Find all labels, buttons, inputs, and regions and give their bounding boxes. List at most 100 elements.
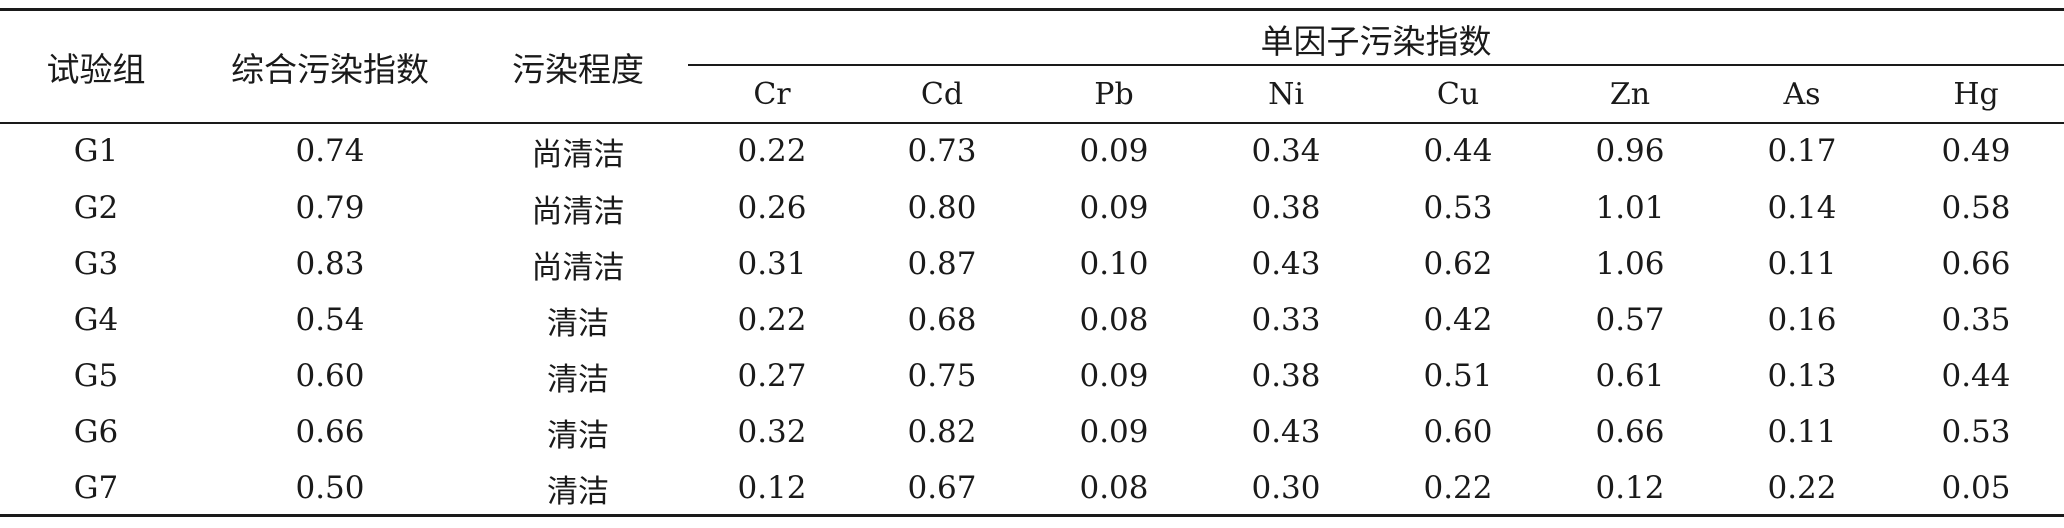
cell-group: G5 [73, 358, 119, 394]
cell-hg: 0.58 [1941, 190, 2011, 226]
header-element-ni: Ni [1268, 76, 1304, 112]
header-element-cr: Cr [753, 76, 791, 112]
header-sub-rule [688, 64, 2064, 66]
cell-cu: 0.53 [1423, 190, 1493, 226]
cell-ni: 0.38 [1251, 358, 1321, 394]
cell-pb: 0.09 [1079, 414, 1149, 450]
cell-pollution-level: 尚清洁 [531, 136, 625, 173]
table-body: G1 0.74 尚清洁 0.22 0.73 0.09 0.34 0.44 0.96 0.17 0.4… [0, 122, 2064, 516]
cell-zn: 0.61 [1595, 358, 1665, 394]
cell-cu: 0.22 [1423, 470, 1493, 506]
cell-composite-index: 0.83 [295, 246, 365, 282]
cell-cd: 0.75 [907, 358, 977, 394]
cell-as: 0.22 [1767, 470, 1837, 506]
cell-cd: 0.87 [907, 246, 977, 282]
cell-cr: 0.26 [737, 190, 807, 226]
cell-as: 0.17 [1767, 133, 1837, 169]
cell-hg: 0.53 [1941, 414, 2011, 450]
cell-pollution-level: 尚清洁 [531, 249, 625, 286]
pollution-index-table: 试验组 综合污染指数 污染程度 单因子污染指数 Cr Cd Pb Ni Cu Z… [0, 11, 2064, 516]
cell-cu: 0.62 [1423, 246, 1493, 282]
cell-zn: 0.12 [1595, 470, 1665, 506]
header-pollution-level: 污染程度 [512, 49, 644, 89]
cell-ni: 0.43 [1251, 414, 1321, 450]
cell-composite-index: 0.54 [295, 302, 365, 338]
cell-zn: 1.06 [1595, 246, 1665, 282]
cell-cd: 0.80 [907, 190, 977, 226]
header-composite-index: 综合污染指数 [231, 49, 429, 89]
cell-composite-index: 0.50 [295, 470, 365, 506]
cell-composite-index: 0.60 [295, 358, 365, 394]
cell-ni: 0.33 [1251, 302, 1321, 338]
cell-composite-index: 0.74 [295, 133, 365, 169]
header-element-cu: Cu [1436, 76, 1480, 112]
cell-cr: 0.31 [737, 246, 807, 282]
cell-group: G1 [73, 133, 119, 169]
cell-as: 0.13 [1767, 358, 1837, 394]
cell-hg: 0.66 [1941, 246, 2011, 282]
cell-group: G4 [73, 302, 119, 338]
cell-as: 0.11 [1767, 414, 1837, 450]
cell-cd: 0.68 [907, 302, 977, 338]
cell-hg: 0.44 [1941, 358, 2011, 394]
cell-cd: 0.82 [907, 414, 977, 450]
cell-composite-index: 0.66 [295, 414, 365, 450]
cell-zn: 1.01 [1595, 190, 1665, 226]
header-group: 试验组 [46, 49, 146, 89]
cell-as: 0.16 [1767, 302, 1837, 338]
header-single-factor-index: 单因子污染指数 [1260, 21, 1492, 61]
cell-cr: 0.22 [737, 302, 807, 338]
cell-pb: 0.08 [1079, 302, 1149, 338]
cell-ni: 0.34 [1251, 133, 1321, 169]
cell-cr: 0.22 [737, 133, 807, 169]
cell-hg: 0.49 [1941, 133, 2011, 169]
cell-pollution-level: 清洁 [547, 361, 609, 398]
cell-cr: 0.27 [737, 358, 807, 394]
cell-group: G6 [73, 414, 119, 450]
header-element-zn: Zn [1609, 76, 1651, 112]
cell-pb: 0.08 [1079, 470, 1149, 506]
cell-cu: 0.44 [1423, 133, 1493, 169]
cell-as: 0.14 [1767, 190, 1837, 226]
cell-zn: 0.96 [1595, 133, 1665, 169]
header-element-hg: Hg [1953, 76, 1999, 112]
cell-hg: 0.35 [1941, 302, 2011, 338]
cell-pollution-level: 清洁 [547, 473, 609, 510]
header-element-as: As [1783, 76, 1821, 112]
table-bottom-rule [0, 514, 2064, 517]
header-element-cd: Cd [920, 76, 964, 112]
table-row: G2 0.79 尚清洁 0.26 0.80 0.09 0.38 0.53 1.01 0.14 0.5… [0, 180, 2064, 236]
cell-pb: 0.09 [1079, 133, 1149, 169]
table-row: G4 0.54 清洁 0.22 0.68 0.08 0.33 0.42 0.57 0.16 0.35 [0, 292, 2064, 348]
cell-pb: 0.09 [1079, 358, 1149, 394]
cell-group: G7 [73, 470, 119, 506]
cell-cu: 0.60 [1423, 414, 1493, 450]
cell-zn: 0.66 [1595, 414, 1665, 450]
cell-pb: 0.10 [1079, 246, 1149, 282]
cell-as: 0.11 [1767, 246, 1837, 282]
cell-cr: 0.12 [737, 470, 807, 506]
table-row: G3 0.83 尚清洁 0.31 0.87 0.10 0.43 0.62 1.06 0.11 0.6… [0, 236, 2064, 292]
cell-group: G3 [73, 246, 119, 282]
cell-ni: 0.30 [1251, 470, 1321, 506]
cell-zn: 0.57 [1595, 302, 1665, 338]
cell-ni: 0.38 [1251, 190, 1321, 226]
cell-group: G2 [73, 190, 119, 226]
cell-pollution-level: 尚清洁 [531, 193, 625, 230]
cell-cd: 0.67 [907, 470, 977, 506]
table-row: G5 0.60 清洁 0.27 0.75 0.09 0.38 0.51 0.61 0.13 0.44 [0, 348, 2064, 404]
cell-pb: 0.09 [1079, 190, 1149, 226]
cell-cu: 0.51 [1423, 358, 1493, 394]
cell-cu: 0.42 [1423, 302, 1493, 338]
cell-pollution-level: 清洁 [547, 305, 609, 342]
table-header-rule [0, 122, 2064, 124]
table-row: G7 0.50 清洁 0.12 0.67 0.08 0.30 0.22 0.12 0.22 0.05 [0, 460, 2064, 516]
cell-cr: 0.32 [737, 414, 807, 450]
cell-pollution-level: 清洁 [547, 417, 609, 454]
table-row: G1 0.74 尚清洁 0.22 0.73 0.09 0.34 0.44 0.96 0.17 0.4… [0, 122, 2064, 180]
cell-composite-index: 0.79 [295, 190, 365, 226]
header-element-pb: Pb [1094, 76, 1134, 112]
cell-cd: 0.73 [907, 133, 977, 169]
cell-ni: 0.43 [1251, 246, 1321, 282]
